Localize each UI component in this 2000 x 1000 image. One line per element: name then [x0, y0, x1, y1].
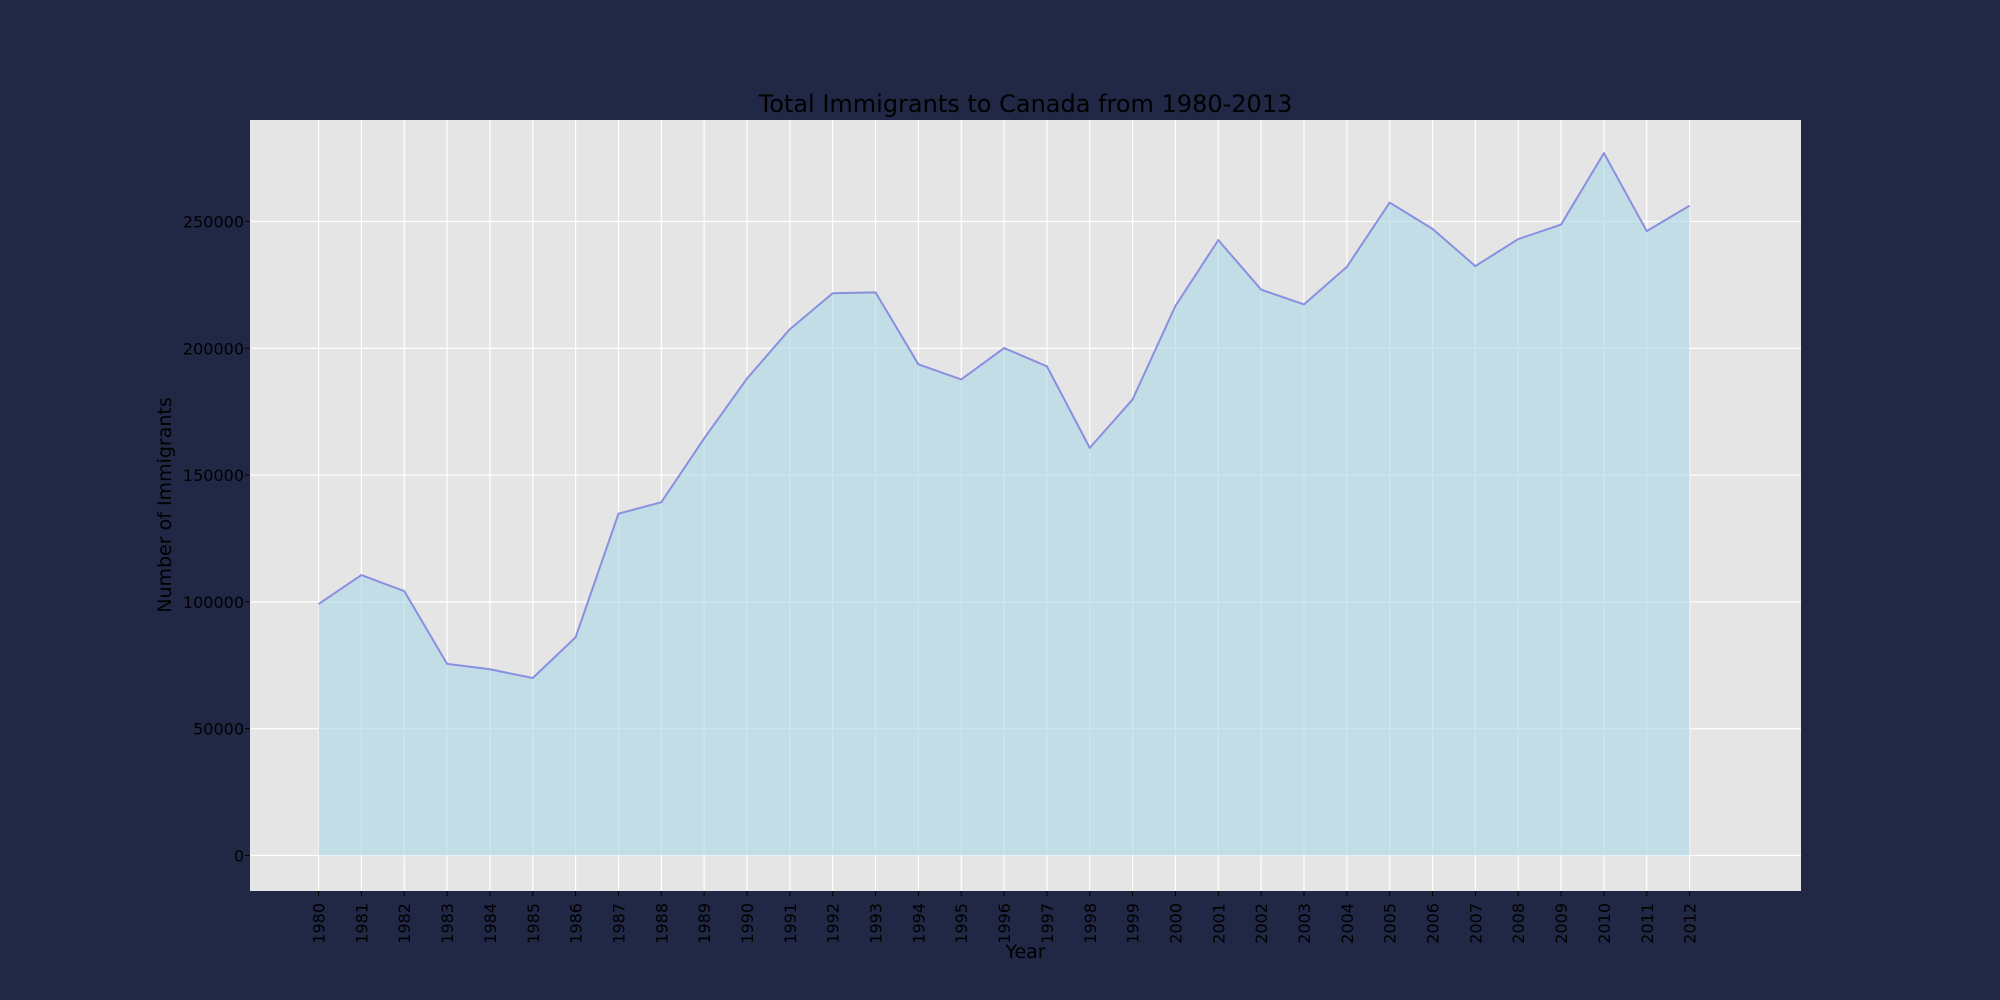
y-tick-label: 250000	[183, 212, 244, 231]
x-tick-label: 1983	[438, 903, 457, 944]
x-tick-label: 1987	[609, 903, 628, 944]
x-tick-label: 2008	[1509, 903, 1528, 944]
x-tick-label: 2011	[1638, 903, 1657, 944]
y-axis-ticks: 0 50000 100000 150000 200000 250000	[183, 212, 250, 865]
x-tick-label: 1999	[1124, 903, 1143, 944]
x-tick-label: 1991	[781, 903, 800, 944]
x-tick-label: 2000	[1166, 903, 1185, 944]
x-tick-label: 1986	[567, 903, 586, 944]
y-tick-label: 100000	[183, 593, 244, 612]
y-tick-label: 50000	[193, 720, 244, 739]
x-tick-label: 1998	[1081, 903, 1100, 944]
x-tick-label: 2006	[1424, 903, 1443, 944]
x-tick-label: 1989	[695, 903, 714, 944]
x-tick-label: 2009	[1552, 903, 1571, 944]
y-axis-label: Number of Immigrants	[154, 397, 176, 613]
x-tick-label: 1980	[310, 903, 329, 944]
x-tick-label: 2002	[1252, 903, 1271, 944]
x-tick-label: 1993	[867, 903, 886, 944]
x-tick-label: 2001	[1209, 903, 1228, 944]
y-tick-label: 0	[234, 846, 244, 865]
x-tick-label: 1984	[481, 903, 500, 944]
x-tick-label: 2005	[1381, 903, 1400, 944]
y-tick-label: 150000	[183, 466, 244, 485]
x-tick-label: 2007	[1466, 903, 1485, 944]
x-tick-label: 1990	[738, 903, 757, 944]
x-tick-label: 1988	[652, 903, 671, 944]
x-tick-label: 1994	[909, 903, 928, 944]
series-line	[317, 152, 1691, 680]
x-tick-label: 1985	[524, 903, 543, 944]
x-tick-label: 2012	[1681, 903, 1700, 944]
x-tick-label: 1996	[995, 903, 1014, 944]
x-tick-label: 1997	[1038, 903, 1057, 944]
x-tick-label: 2004	[1338, 903, 1357, 944]
area-fill	[318, 153, 1690, 856]
x-tick-label: 1995	[952, 903, 971, 944]
x-tick-label: 1981	[352, 903, 371, 944]
chart-title: Total Immigrants to Canada from 1980-201…	[758, 90, 1293, 118]
x-tick-label: 2010	[1595, 903, 1614, 944]
x-tick-label: 1982	[395, 903, 414, 944]
x-tick-label: 1992	[824, 903, 843, 944]
x-axis-label: Year	[1004, 941, 1045, 963]
y-tick-label: 200000	[183, 339, 244, 358]
x-axis-ticks: 1980 1981 1982 1983 1984 1985 1986 1987 1988 1989…	[310, 891, 1700, 944]
x-tick-label: 2003	[1295, 903, 1314, 944]
